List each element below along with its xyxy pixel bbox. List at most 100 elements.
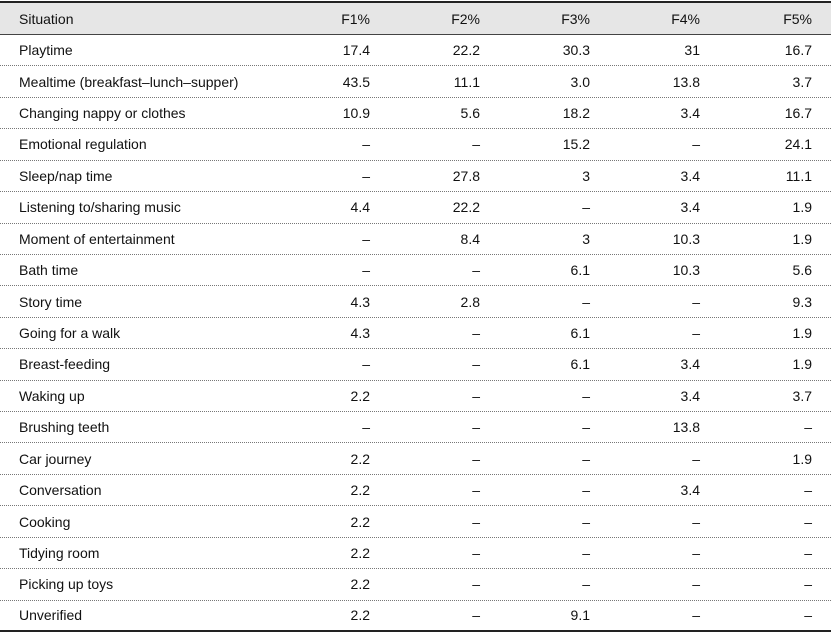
cell-value: 2.2	[350, 513, 370, 530]
cell-value: 3.4	[680, 387, 700, 404]
cell-value: –	[582, 387, 590, 404]
table-row: Unverified 2.2 – 9.1 – –	[0, 601, 831, 632]
cell-value: 3.4	[680, 482, 700, 499]
cell-value: –	[472, 262, 480, 279]
cell-value: 6.1	[570, 356, 590, 373]
cell-value: –	[804, 482, 812, 499]
cell-value: –	[472, 544, 480, 561]
cell-value: –	[582, 482, 590, 499]
cell-value: 13.8	[672, 419, 700, 436]
cell-value: –	[692, 450, 700, 467]
cell-value: –	[472, 136, 480, 153]
row-label: Conversation	[19, 482, 102, 499]
row-label: Going for a walk	[19, 324, 121, 341]
table-row: Bath time – – 6.1 10.3 5.6	[0, 255, 831, 287]
cell-value: F1%	[341, 10, 370, 27]
cell-value: –	[804, 513, 812, 530]
cell-value: 1.9	[792, 199, 812, 216]
table-row: Cooking 2.2 – – – –	[0, 506, 831, 538]
table-row: Picking up toys 2.2 – – – –	[0, 569, 831, 601]
row-label: Situation	[19, 10, 74, 27]
row-label: Listening to/sharing music	[19, 199, 181, 216]
cell-value: 1.9	[792, 450, 812, 467]
table-row: Story time 4.3 2.8 – – 9.3	[0, 286, 831, 318]
cell-value: –	[692, 544, 700, 561]
cell-value: 5.6	[792, 262, 812, 279]
table-row: Brushing teeth – – – 13.8 –	[0, 412, 831, 444]
cell-value: –	[362, 136, 370, 153]
cell-value: 43.5	[342, 73, 370, 90]
row-label: Moment of entertainment	[19, 230, 175, 247]
cell-value: 2.2	[350, 482, 370, 499]
cell-value: 1.9	[792, 356, 812, 373]
cell-value: 2.2	[350, 387, 370, 404]
cell-value: 11.1	[785, 167, 812, 184]
cell-value: –	[692, 513, 700, 530]
row-label: Playtime	[19, 42, 73, 59]
table-row: Car journey 2.2 – – – 1.9	[0, 443, 831, 475]
cell-value: 2.2	[350, 576, 370, 593]
table-row: Changing nappy or clothes 10.9 5.6 18.2 3.4 1…	[0, 98, 831, 130]
row-label: Tidying room	[19, 544, 100, 561]
cell-value: 9.1	[570, 607, 590, 624]
cell-value: 22.2	[452, 42, 480, 59]
cell-value: 10.3	[672, 230, 700, 247]
cell-value: –	[362, 262, 370, 279]
cell-value: –	[472, 513, 480, 530]
cell-value: –	[692, 324, 700, 341]
cell-value: 27.8	[452, 167, 480, 184]
table-row: Sleep/nap time – 27.8 3 3.4 11.1	[0, 161, 831, 193]
cell-value: 3	[582, 230, 590, 247]
cell-value: –	[582, 293, 590, 310]
table-row: Tidying room 2.2 – – – –	[0, 538, 831, 570]
cell-value: –	[804, 419, 812, 436]
cell-value: 9.3	[792, 293, 812, 310]
cell-value: –	[804, 544, 812, 561]
cell-value: –	[362, 356, 370, 373]
table-row: Waking up 2.2 – – 3.4 3.7	[0, 381, 831, 413]
cell-value: 2.2	[350, 544, 370, 561]
cell-value: –	[804, 607, 812, 624]
cell-value: –	[582, 576, 590, 593]
cell-value: –	[472, 324, 480, 341]
row-label: Changing nappy or clothes	[19, 105, 186, 122]
cell-value: 4.3	[350, 324, 370, 341]
cell-value: –	[472, 356, 480, 373]
row-label: Bath time	[19, 262, 79, 279]
cell-value: 30.3	[562, 42, 590, 59]
cell-value: –	[472, 450, 480, 467]
row-label: Car journey	[19, 450, 92, 467]
row-label: Brushing teeth	[19, 419, 110, 436]
cell-value: –	[582, 199, 590, 216]
cell-value: 2.2	[350, 450, 370, 467]
cell-value: F4%	[671, 10, 700, 27]
cell-value: 3.4	[680, 199, 700, 216]
cell-value: 11.1	[453, 73, 480, 90]
table-row: Breast-feeding – – 6.1 3.4 1.9	[0, 349, 831, 381]
cell-value: –	[692, 293, 700, 310]
table-row: Moment of entertainment – 8.4 3 10.3 1.9	[0, 224, 831, 255]
cell-value: 16.7	[784, 42, 812, 59]
cell-value: 3.7	[792, 387, 812, 404]
cell-value: –	[692, 607, 700, 624]
cell-value: 1.9	[792, 324, 812, 341]
header-row: Situation F1% F2% F3% F4% F5%	[0, 1, 831, 35]
cell-value: 31	[684, 42, 700, 59]
cell-value: 17.4	[342, 42, 370, 59]
cell-value: –	[692, 136, 700, 153]
table-row: Playtime 17.4 22.2 30.3 31 16.7	[0, 35, 831, 67]
row-label: Unverified	[19, 607, 83, 624]
cell-value: –	[472, 482, 480, 499]
cell-value: 3.7	[792, 73, 812, 90]
cell-value: F3%	[561, 10, 590, 27]
cell-value: 8.4	[460, 230, 480, 247]
cell-value: –	[472, 607, 480, 624]
row-label: Cooking	[19, 513, 71, 530]
row-label: Sleep/nap time	[19, 167, 113, 184]
cell-value: –	[472, 419, 480, 436]
cell-value: –	[582, 513, 590, 530]
cell-value: 4.3	[350, 293, 370, 310]
cell-value: –	[804, 576, 812, 593]
cell-value: 1.9	[792, 230, 812, 247]
